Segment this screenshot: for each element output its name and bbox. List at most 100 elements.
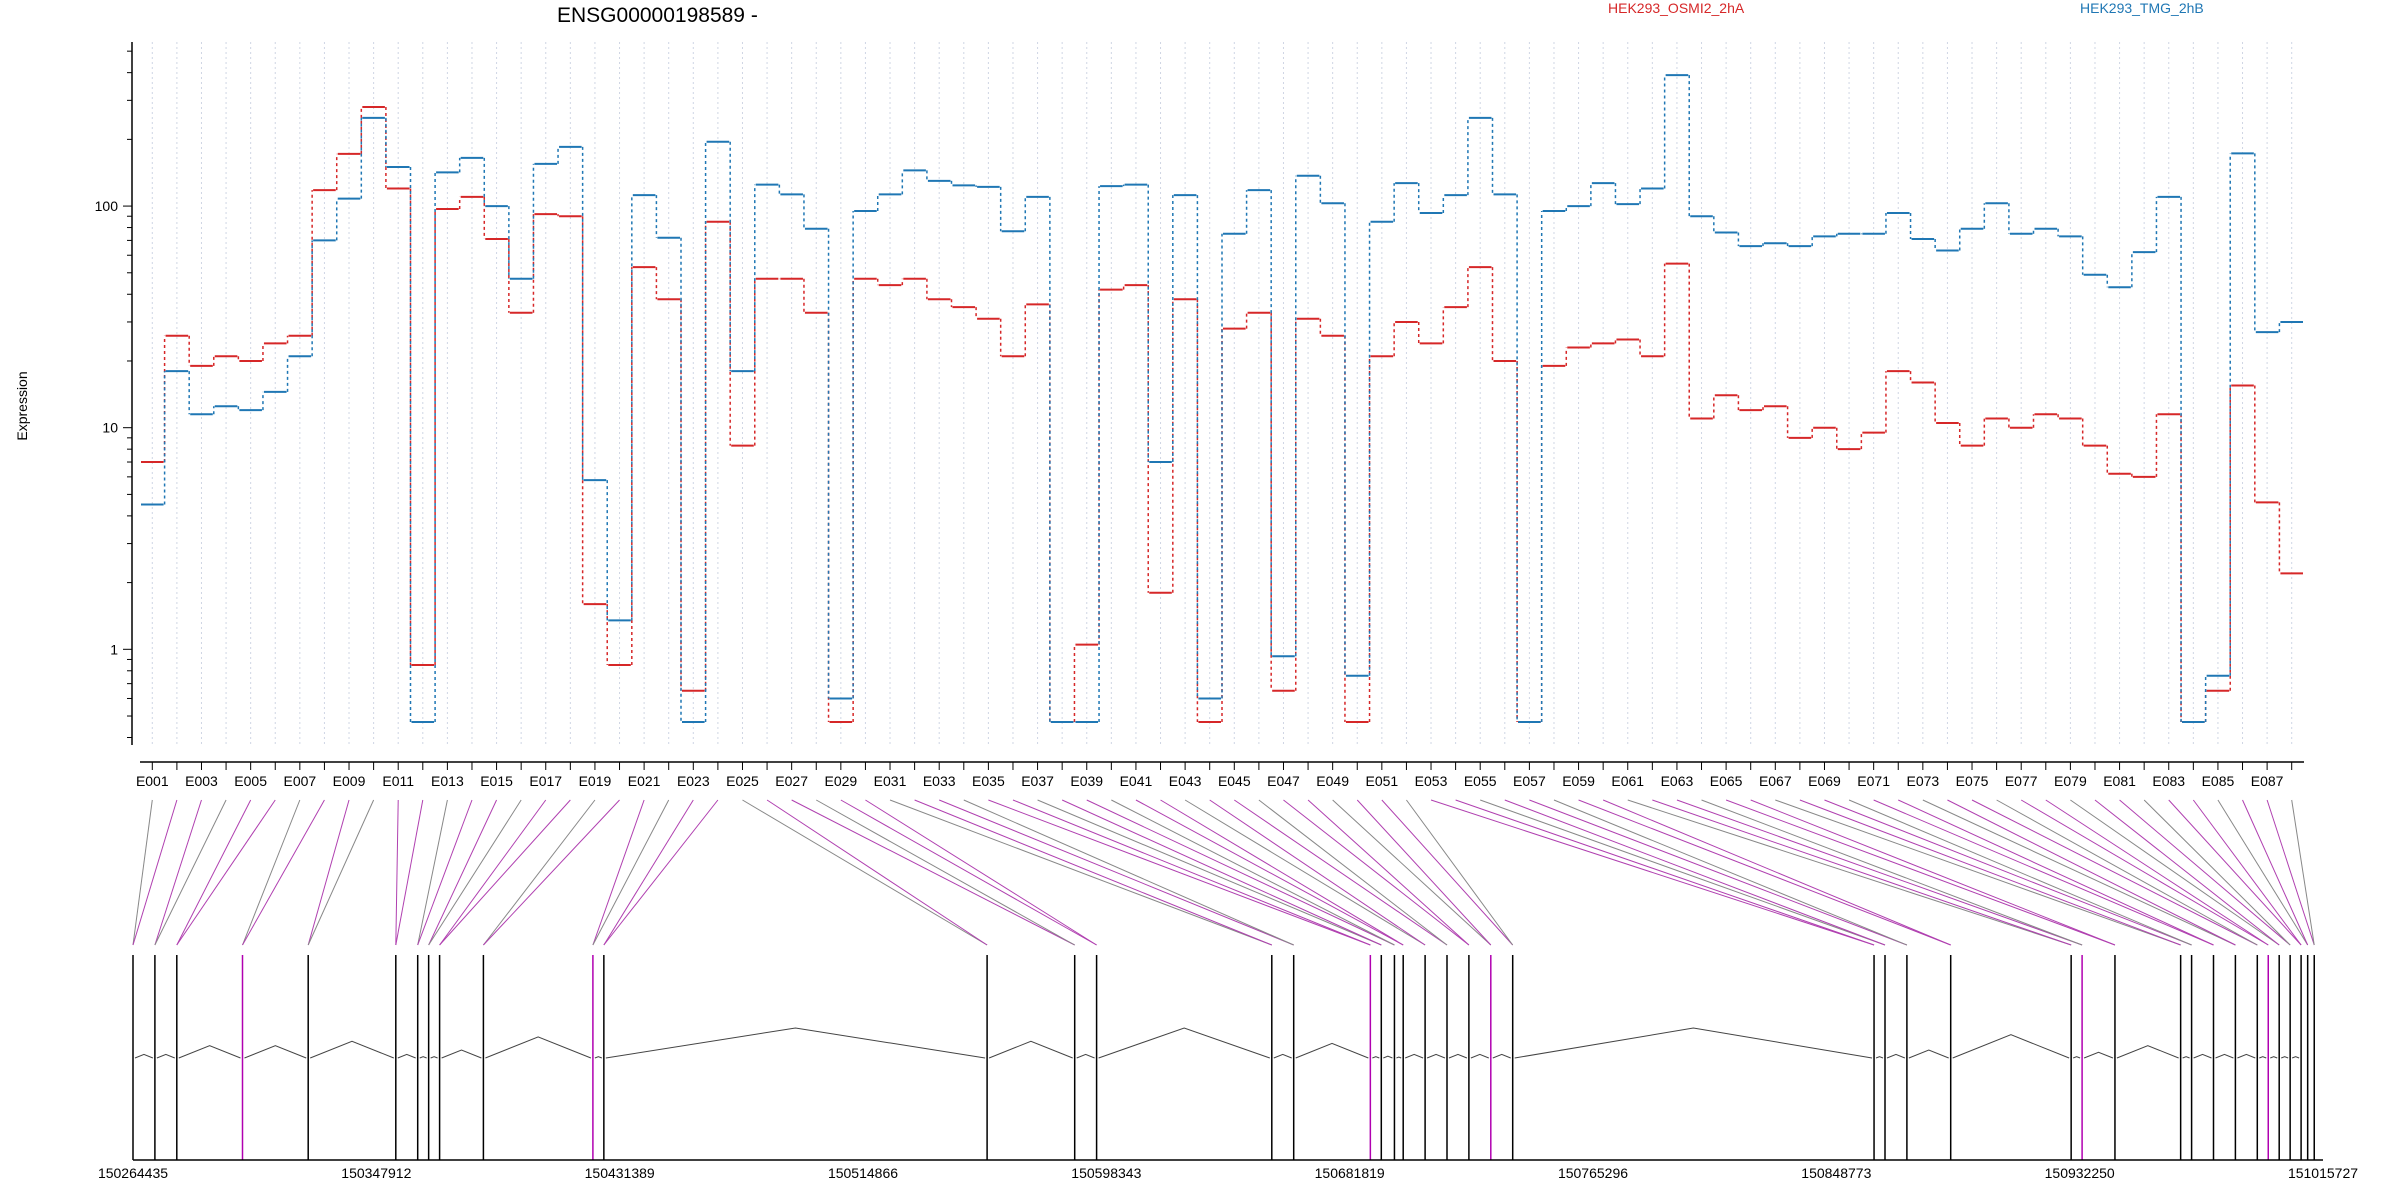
intron-line xyxy=(2291,1056,2300,1059)
exon-connector xyxy=(2070,799,2280,946)
x-tick-label: E063 xyxy=(1661,773,1694,789)
x-tick-label: E053 xyxy=(1415,773,1448,789)
exon-connector xyxy=(1480,799,1886,946)
x-tick-label: E041 xyxy=(1120,773,1153,789)
intron-line xyxy=(1372,1056,1380,1059)
intron-line xyxy=(430,1056,438,1059)
x-tick-label: E015 xyxy=(480,773,513,789)
exon-connector xyxy=(603,799,694,946)
exon-connector xyxy=(2020,799,2269,946)
exon-connector xyxy=(889,799,1272,946)
genomic-coordinate-label: 150514866 xyxy=(828,1165,898,1181)
x-tick-label: E047 xyxy=(1267,773,1300,789)
exon-connector xyxy=(1184,799,1426,946)
exon-connector xyxy=(417,799,448,946)
axes: 1 10 100 E001 E003 E005 E007 E009 E011 E013 E015 E0… xyxy=(95,42,2304,789)
exon-connector xyxy=(428,799,498,946)
x-tick-label: E007 xyxy=(283,773,316,789)
exon-connector xyxy=(1111,799,1395,946)
genomic-coordinate-label: 150264435 xyxy=(98,1165,168,1181)
x-tick-label: E057 xyxy=(1513,773,1546,789)
genomic-coordinate-label: 150765296 xyxy=(1558,1165,1628,1181)
gene-model: 150264435 150347912 150431389 150514866 1505… xyxy=(98,955,2358,1181)
exon-connector xyxy=(1775,799,2181,946)
genomic-coordinate-label: 150598343 xyxy=(1071,1165,1141,1181)
x-tick-label: E083 xyxy=(2152,773,2185,789)
exon-connector xyxy=(1258,799,1448,946)
intron-line xyxy=(2259,1056,2267,1059)
x-tick-label: E043 xyxy=(1169,773,1202,789)
exon-connector xyxy=(439,799,547,946)
intron-line xyxy=(397,1053,416,1059)
x-tick-label: E079 xyxy=(2054,773,2087,789)
exon-connector xyxy=(307,799,375,946)
exon-connector xyxy=(154,799,227,946)
x-tick-label: E069 xyxy=(1808,773,1841,789)
exon-connector xyxy=(2168,799,2302,946)
genomic-coordinate-label: 150932250 xyxy=(2045,1165,2115,1181)
intron-line xyxy=(310,1040,394,1059)
intron-line xyxy=(2270,1056,2278,1059)
intron-line xyxy=(1952,1034,2070,1059)
intron-line xyxy=(419,1056,427,1059)
exon-connector xyxy=(2217,799,2309,946)
exon-connector xyxy=(1701,799,2083,946)
exon-connector xyxy=(1971,799,2258,946)
x-tick-label: E085 xyxy=(2202,773,2235,789)
intron-line xyxy=(1405,1053,1424,1059)
x-tick-label: E045 xyxy=(1218,773,1251,789)
exon-connector xyxy=(395,799,424,946)
exon-connector xyxy=(1234,799,1448,946)
exon-connector xyxy=(242,799,301,946)
intron-line xyxy=(485,1036,592,1059)
exon-connector-lines xyxy=(132,799,2315,946)
y-tick-label: 1 xyxy=(110,641,118,657)
exon-connector xyxy=(1824,799,2192,946)
exon-connector xyxy=(154,799,202,946)
exon-connector xyxy=(1381,799,1514,946)
intron-line xyxy=(594,1056,603,1059)
exon-connector xyxy=(2045,799,2269,946)
exon-connector xyxy=(1012,799,1371,946)
x-tick-label: E031 xyxy=(874,773,907,789)
x-tick-label: E001 xyxy=(136,773,169,789)
exon-connector xyxy=(939,799,1294,946)
intron-line xyxy=(1396,1056,1402,1059)
x-tick-label: E023 xyxy=(677,773,710,789)
exon-connector xyxy=(483,799,596,946)
exon-connector xyxy=(2192,799,2302,946)
x-tick-label: E051 xyxy=(1365,773,1398,789)
intron-line xyxy=(178,1045,241,1059)
exon-connector xyxy=(1406,799,1514,946)
intron-line xyxy=(2193,1053,2212,1059)
exon-connector xyxy=(1578,799,1951,946)
x-tick-label: E005 xyxy=(234,773,267,789)
exon-connector xyxy=(1602,799,1951,946)
exon-connector xyxy=(2143,799,2291,946)
exon-connector xyxy=(2242,799,2309,946)
intron-line xyxy=(244,1045,307,1059)
x-tick-label: E077 xyxy=(2005,773,2038,789)
x-tick-label: E017 xyxy=(529,773,562,789)
intron-line xyxy=(2182,1056,2190,1059)
y-tick-label: 100 xyxy=(95,198,119,214)
exon-connector xyxy=(791,799,1075,946)
exon-connector xyxy=(2266,799,2315,946)
x-tick-label: E029 xyxy=(824,773,857,789)
exon-connector xyxy=(988,799,1371,946)
intron-line xyxy=(605,1027,986,1059)
series-lines xyxy=(141,74,2303,723)
exon-connector xyxy=(132,799,178,946)
intron-line xyxy=(1383,1055,1393,1059)
exon-connector xyxy=(766,799,988,946)
x-tick-label: E027 xyxy=(775,773,808,789)
chart-title: ENSG00000198589 - xyxy=(557,4,758,27)
intron-line xyxy=(2116,1045,2179,1059)
exon-connector xyxy=(1553,799,1908,946)
exon-connector xyxy=(2291,799,2315,946)
intron-line xyxy=(1448,1053,1468,1059)
x-tick-label: E065 xyxy=(1710,773,1743,789)
exon-connector xyxy=(603,799,719,946)
x-tick-label: E033 xyxy=(923,773,956,789)
intron-line xyxy=(2215,1053,2234,1059)
